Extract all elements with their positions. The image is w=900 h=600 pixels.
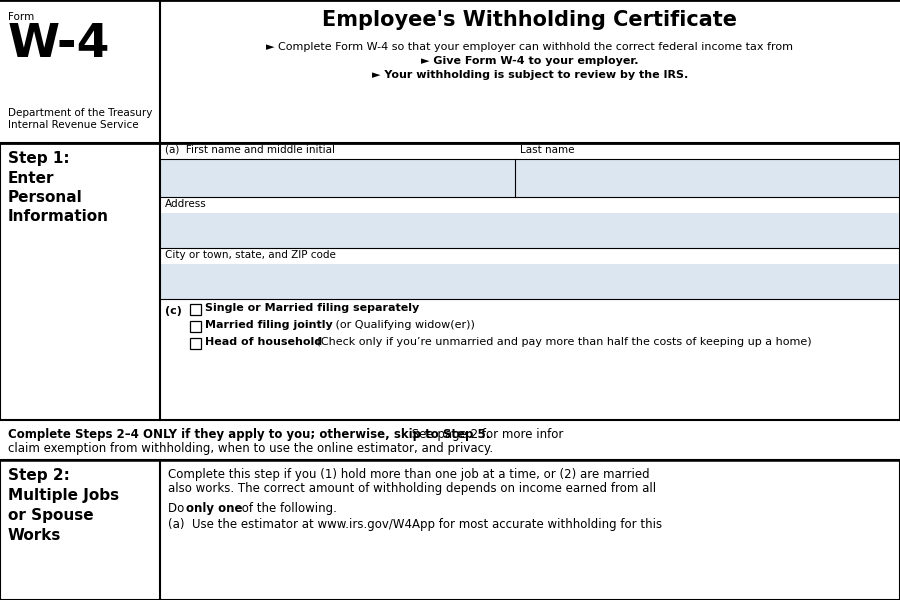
Text: (c): (c) xyxy=(165,306,182,316)
Text: Head of household: Head of household xyxy=(205,337,322,347)
Text: Do: Do xyxy=(168,502,188,515)
Text: Employee's Withholding Certificate: Employee's Withholding Certificate xyxy=(322,10,737,30)
Text: Personal: Personal xyxy=(8,190,83,205)
Text: ► Complete Form W-4 so that your employer can withhold the correct federal incom: ► Complete Form W-4 so that your employe… xyxy=(266,42,794,52)
Text: (or Qualifying widow(er)): (or Qualifying widow(er)) xyxy=(332,320,475,330)
Bar xyxy=(190,338,201,349)
Bar xyxy=(161,213,899,248)
Text: Form: Form xyxy=(8,12,34,22)
Text: W-4: W-4 xyxy=(8,22,111,67)
Text: (a)  Use the estimator at www.irs.gov/W4App for most accurate withholding for th: (a) Use the estimator at www.irs.gov/W4A… xyxy=(168,518,662,531)
Text: Enter: Enter xyxy=(8,171,55,186)
Text: claim exemption from withholding, when to use the online estimator, and privacy.: claim exemption from withholding, when t… xyxy=(8,442,493,455)
Bar xyxy=(0,460,900,600)
Text: Single or Married filing separately: Single or Married filing separately xyxy=(205,303,419,313)
Text: Address: Address xyxy=(165,199,207,209)
Text: Internal Revenue Service: Internal Revenue Service xyxy=(8,120,139,130)
Text: Married filing jointly: Married filing jointly xyxy=(205,320,333,330)
Bar xyxy=(190,321,201,332)
Bar xyxy=(161,159,515,197)
Text: See page 2 for more infor: See page 2 for more infor xyxy=(408,428,563,441)
Bar xyxy=(161,264,899,299)
Text: ► Give Form W-4 to your employer.: ► Give Form W-4 to your employer. xyxy=(421,56,639,66)
Text: of the following.: of the following. xyxy=(238,502,337,515)
Text: ► Your withholding is subject to review by the IRS.: ► Your withholding is subject to review … xyxy=(372,70,688,80)
Text: Multiple Jobs: Multiple Jobs xyxy=(8,488,119,503)
Text: Works: Works xyxy=(8,528,61,543)
Text: Last name: Last name xyxy=(520,145,574,155)
Text: or Spouse: or Spouse xyxy=(8,508,94,523)
Bar xyxy=(515,159,899,197)
Text: City or town, state, and ZIP code: City or town, state, and ZIP code xyxy=(165,250,336,260)
Bar xyxy=(190,304,201,315)
Bar xyxy=(0,143,900,420)
Text: Step 1:: Step 1: xyxy=(8,151,69,166)
Text: Department of the Treasury: Department of the Treasury xyxy=(8,108,152,118)
Text: Information: Information xyxy=(8,209,109,224)
Text: Complete Steps 2–4 ONLY if they apply to you; otherwise, skip to Step 5.: Complete Steps 2–4 ONLY if they apply to… xyxy=(8,428,491,441)
Text: also works. The correct amount of withholding depends on income earned from all: also works. The correct amount of withho… xyxy=(168,482,656,495)
Text: Step 2:: Step 2: xyxy=(8,468,70,483)
Text: only one: only one xyxy=(186,502,242,515)
Text: Complete this step if you (1) hold more than one job at a time, or (2) are marri: Complete this step if you (1) hold more … xyxy=(168,468,650,481)
Text: (a)  First name and middle initial: (a) First name and middle initial xyxy=(165,145,335,155)
Text: (Check only if you’re unmarried and pay more than half the costs of keeping up a: (Check only if you’re unmarried and pay … xyxy=(313,337,812,347)
